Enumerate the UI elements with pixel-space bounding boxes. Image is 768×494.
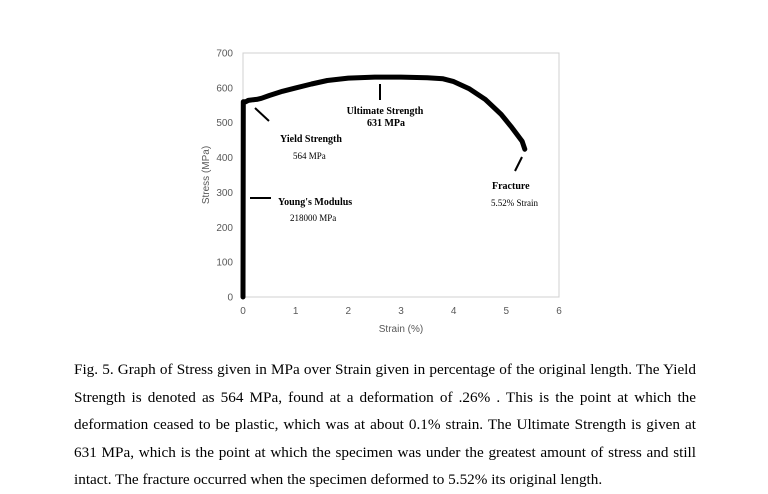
x-tick-label: 6	[556, 306, 562, 317]
fracture-value: 5.52% Strain	[491, 198, 538, 208]
ultimate-strength-value: 631 MPa	[367, 118, 405, 129]
y-tick-label: 0	[227, 293, 233, 304]
fracture-pointer	[514, 156, 523, 172]
y-tick-label: 600	[216, 83, 233, 94]
stress-strain-chart: 0 100 200 300 400 500 600 700 0 1 2 3 4 5 6 Stress (M…	[201, 49, 562, 336]
x-tick-labels: 0 1 2 3 4 5 6	[240, 306, 562, 317]
figure-caption: Fig. 5. Graph of Stress given in MPa ove…	[74, 361, 696, 488]
youngs-modulus-value: 218000 MPa	[290, 213, 336, 223]
y-tick-label: 300	[216, 188, 233, 199]
x-tick-label: 0	[240, 306, 246, 317]
yield-strength-value: 564 MPa	[293, 151, 326, 161]
stress-strain-curve	[240, 74, 528, 300]
youngs-modulus-label: Young's Modulus	[278, 197, 352, 208]
fracture-label: Fracture	[492, 181, 530, 192]
y-tick-labels: 0 100 200 300 400 500 600 700	[216, 49, 233, 304]
y-tick-label: 100	[216, 258, 233, 269]
y-tick-label: 500	[216, 118, 233, 129]
x-tick-label: 3	[398, 306, 404, 317]
plot-area	[242, 52, 560, 298]
yield-strength-label: Yield Strength	[280, 134, 342, 145]
y-tick-label: 400	[216, 153, 233, 164]
x-tick-label: 2	[346, 306, 352, 317]
y-tick-label: 700	[216, 49, 233, 60]
x-tick-label: 5	[504, 306, 510, 317]
ultimate-strength-label: Ultimate Strength	[347, 106, 424, 117]
yield-strength-pointer	[254, 107, 270, 122]
x-axis-label: Strain (%)	[379, 324, 423, 335]
y-axis-label: Stress (MPa)	[201, 146, 212, 204]
x-tick-label: 4	[451, 306, 457, 317]
y-tick-label: 200	[216, 223, 233, 234]
x-tick-label: 1	[293, 306, 299, 317]
